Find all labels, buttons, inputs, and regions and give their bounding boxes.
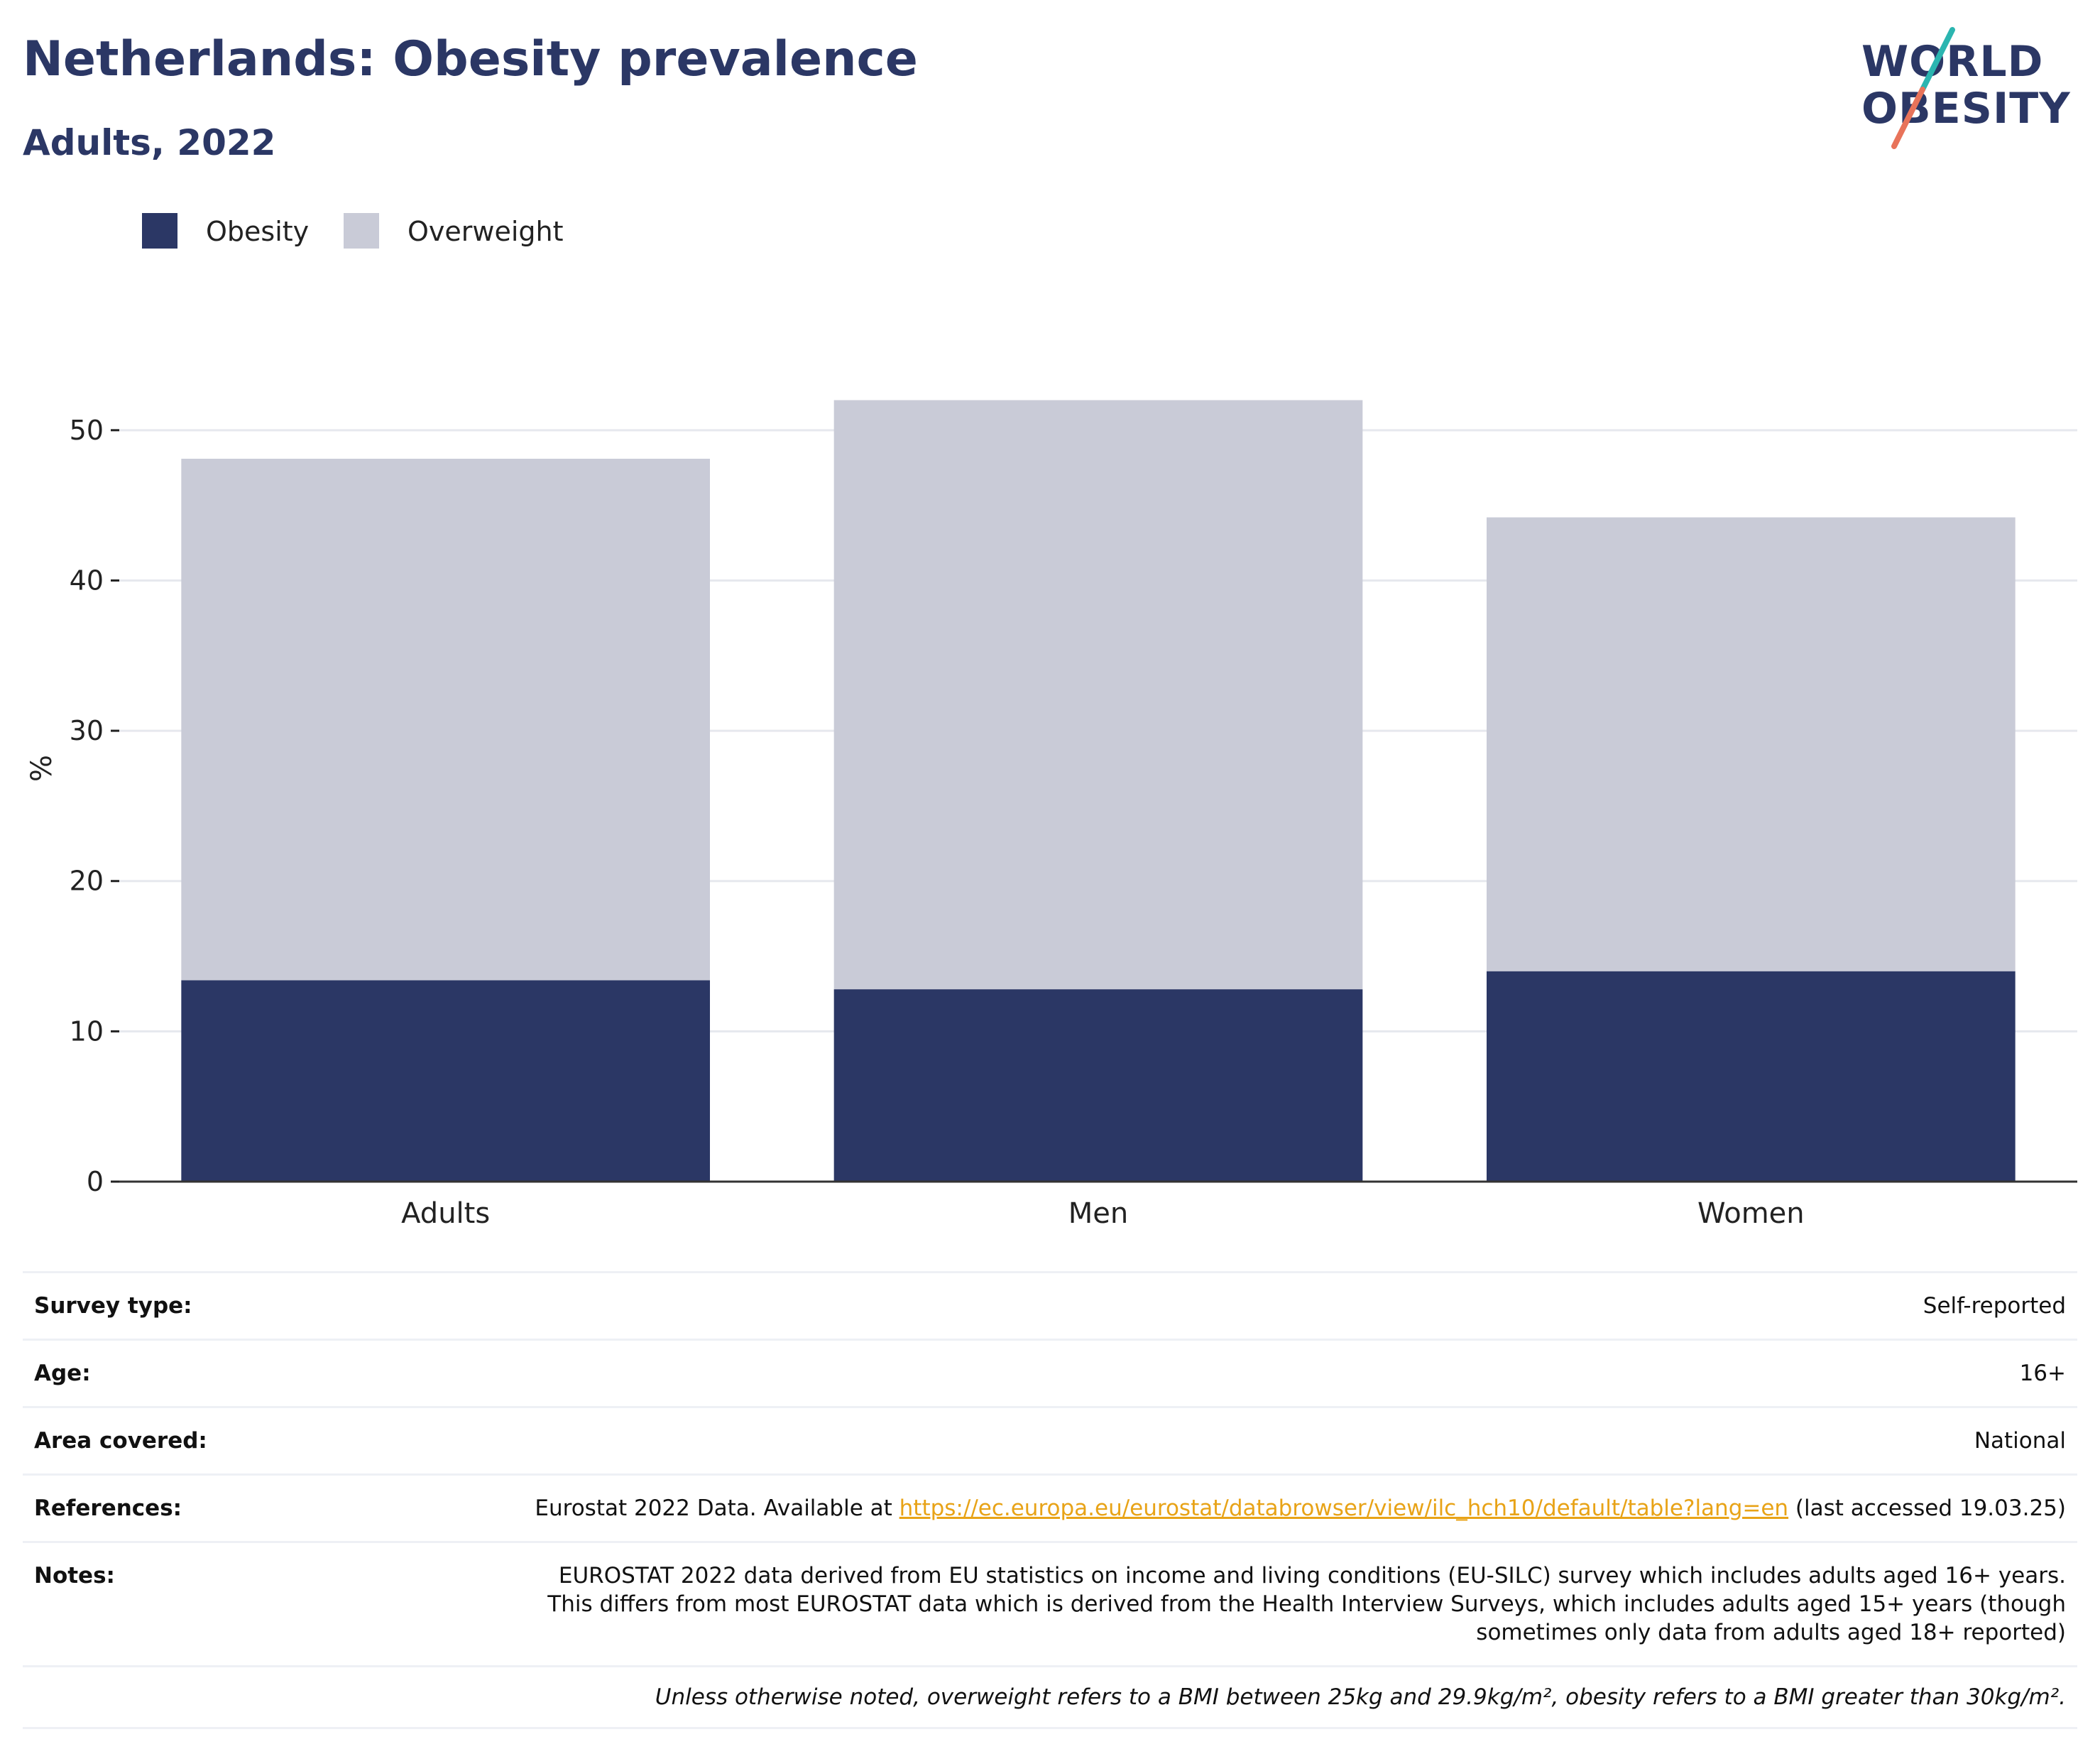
y-tick-label: 20 <box>70 866 104 897</box>
info-label: Area covered: <box>34 1428 207 1454</box>
survey-info-table: Survey type: Self-reported Age: 16+ Area… <box>23 1271 2077 1729</box>
chart-subtitle: Adults, 2022 <box>23 122 276 163</box>
info-row-references: References: Eurostat 2022 Data. Availabl… <box>23 1473 2077 1541</box>
references-link[interactable]: https://ec.europa.eu/eurostat/databrowse… <box>899 1495 1789 1521</box>
x-tick-label: Women <box>1697 1197 1805 1230</box>
info-label: Age: <box>34 1361 91 1386</box>
info-label: Survey type: <box>34 1293 192 1319</box>
y-tick-label: 50 <box>70 415 104 446</box>
y-tick-label: 40 <box>70 565 104 596</box>
bar-overweight-women <box>1487 517 2016 971</box>
y-tick-label: 10 <box>70 1015 104 1047</box>
bar-obesity-women <box>1487 971 2016 1182</box>
logo-slash-icon <box>1891 27 1955 149</box>
legend-label-overweight: Overweight <box>408 216 564 247</box>
world-obesity-logo: WORLD OBESITY <box>1846 21 2087 149</box>
info-value: Self-reported <box>1923 1293 2066 1319</box>
bar-obesity-adults <box>181 980 710 1182</box>
references-prefix: Eurostat 2022 Data. Available at <box>535 1495 899 1521</box>
x-tick-label: Adults <box>401 1197 490 1230</box>
bar-overweight-adults <box>181 459 710 981</box>
y-tick-label: 30 <box>70 715 104 746</box>
y-tick-label: 0 <box>87 1166 104 1197</box>
legend-swatch-overweight <box>344 213 379 249</box>
legend-swatch-obesity <box>142 213 177 249</box>
x-tick-label: Men <box>1068 1197 1128 1230</box>
logo-line-2: OBESITY <box>1861 84 2071 134</box>
references-suffix: (last accessed 19.03.25) <box>1788 1495 2066 1521</box>
y-axis-label: % <box>26 755 58 782</box>
bmi-footnote: Unless otherwise noted, overweight refer… <box>23 1665 2077 1729</box>
bar-chart: 0 10 20 30 40 50% Adults Men Women <box>26 400 2077 1230</box>
info-label: References: <box>34 1495 182 1521</box>
info-value: EUROSTAT 2022 data derived from EU stati… <box>547 1563 2066 1645</box>
info-value: 16+ <box>2019 1361 2066 1386</box>
info-row-age: Age: 16+ <box>23 1339 2077 1406</box>
info-row-area-covered: Area covered: National <box>23 1406 2077 1473</box>
info-label: Notes: <box>34 1563 115 1589</box>
info-value: Eurostat 2022 Data. Available at https:/… <box>520 1476 2077 1541</box>
chart-title: Netherlands: Obesity prevalence <box>23 31 918 87</box>
legend-label-obesity: Obesity <box>206 216 310 247</box>
info-row-survey-type: Survey type: Self-reported <box>23 1271 2077 1339</box>
info-value: National <box>1974 1428 2066 1454</box>
bar-obesity-men <box>833 989 1363 1182</box>
info-row-notes: Notes: EUROSTAT 2022 data derived from E… <box>23 1541 2077 1665</box>
logo-line-1: WORLD <box>1861 37 2044 87</box>
bar-overweight-men <box>833 400 1363 990</box>
